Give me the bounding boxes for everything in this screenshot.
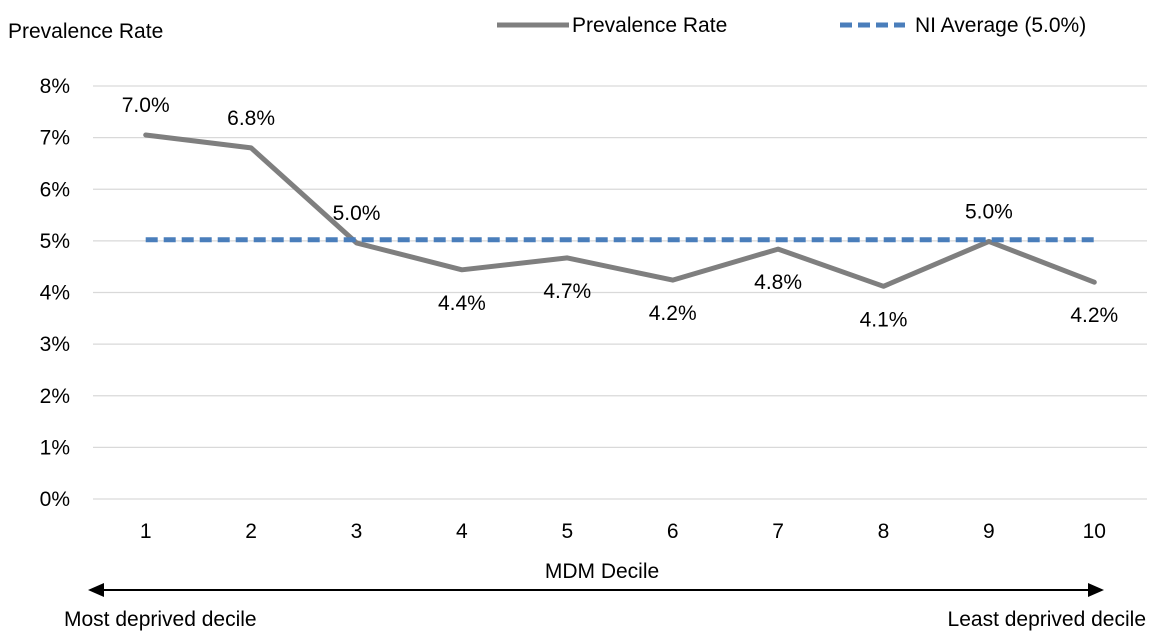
data-label: 4.8% <box>754 271 802 294</box>
data-label: 4.2% <box>1070 304 1118 327</box>
data-label: 5.0% <box>965 200 1013 223</box>
y-tick-label: 0% <box>40 488 70 511</box>
data-label: 4.2% <box>649 302 697 325</box>
legend-label-prevalence-rate: Prevalence Rate <box>572 14 727 37</box>
series-lines <box>143 132 1097 289</box>
x-tick-label: 3 <box>351 520 363 543</box>
y-tick-label: 5% <box>40 230 70 253</box>
deprivation-arrow <box>88 583 1104 597</box>
y-axis-title: Prevalence Rate <box>8 20 163 43</box>
x-tick-label: 6 <box>667 520 679 543</box>
arrow-head-left <box>88 583 104 597</box>
x-tick-label: 4 <box>456 520 468 543</box>
most-deprived-label: Most deprived decile <box>64 608 257 631</box>
series-line-prevalence-rate <box>143 132 1097 289</box>
data-labels: 7.0% 6.8% 5.0% 4.4% 4.7% 4.2% 4.8% 4.1% 5.0% 4.2% <box>122 94 1118 331</box>
y-tick-label: 1% <box>40 436 70 459</box>
y-tick-label: 2% <box>40 385 70 408</box>
x-tick-label: 8 <box>878 520 890 543</box>
x-tick-label: 9 <box>983 520 995 543</box>
y-tick-label: 8% <box>40 75 70 98</box>
arrow-head-right <box>1088 583 1104 597</box>
data-label: 7.0% <box>122 94 170 117</box>
data-label: 4.7% <box>543 280 591 303</box>
data-label: 5.0% <box>333 202 381 225</box>
y-tick-label: 4% <box>40 282 70 305</box>
legend: Prevalence Rate NI Average (5.0%) <box>497 14 1086 37</box>
data-label: 4.1% <box>860 308 908 331</box>
x-tick-label: 2 <box>245 520 257 543</box>
y-tick-label: 7% <box>40 127 70 150</box>
data-label: 4.4% <box>438 292 486 315</box>
y-tick-label: 6% <box>40 178 70 201</box>
x-tick-label: 5 <box>561 520 573 543</box>
x-axis-ticks: 1 2 3 4 5 6 7 8 9 10 <box>140 520 1106 543</box>
data-label: 6.8% <box>227 107 275 130</box>
x-tick-label: 7 <box>772 520 784 543</box>
legend-label-ni-average: NI Average (5.0%) <box>915 14 1086 37</box>
x-axis-title: MDM Decile <box>545 560 659 583</box>
y-axis-ticks: 0% 1% 2% 3% 4% 5% 6% 7% 8% <box>40 75 70 511</box>
x-tick-label: 1 <box>140 520 152 543</box>
least-deprived-label: Least deprived decile <box>948 608 1146 631</box>
y-tick-label: 3% <box>40 333 70 356</box>
x-tick-label: 10 <box>1083 520 1106 543</box>
